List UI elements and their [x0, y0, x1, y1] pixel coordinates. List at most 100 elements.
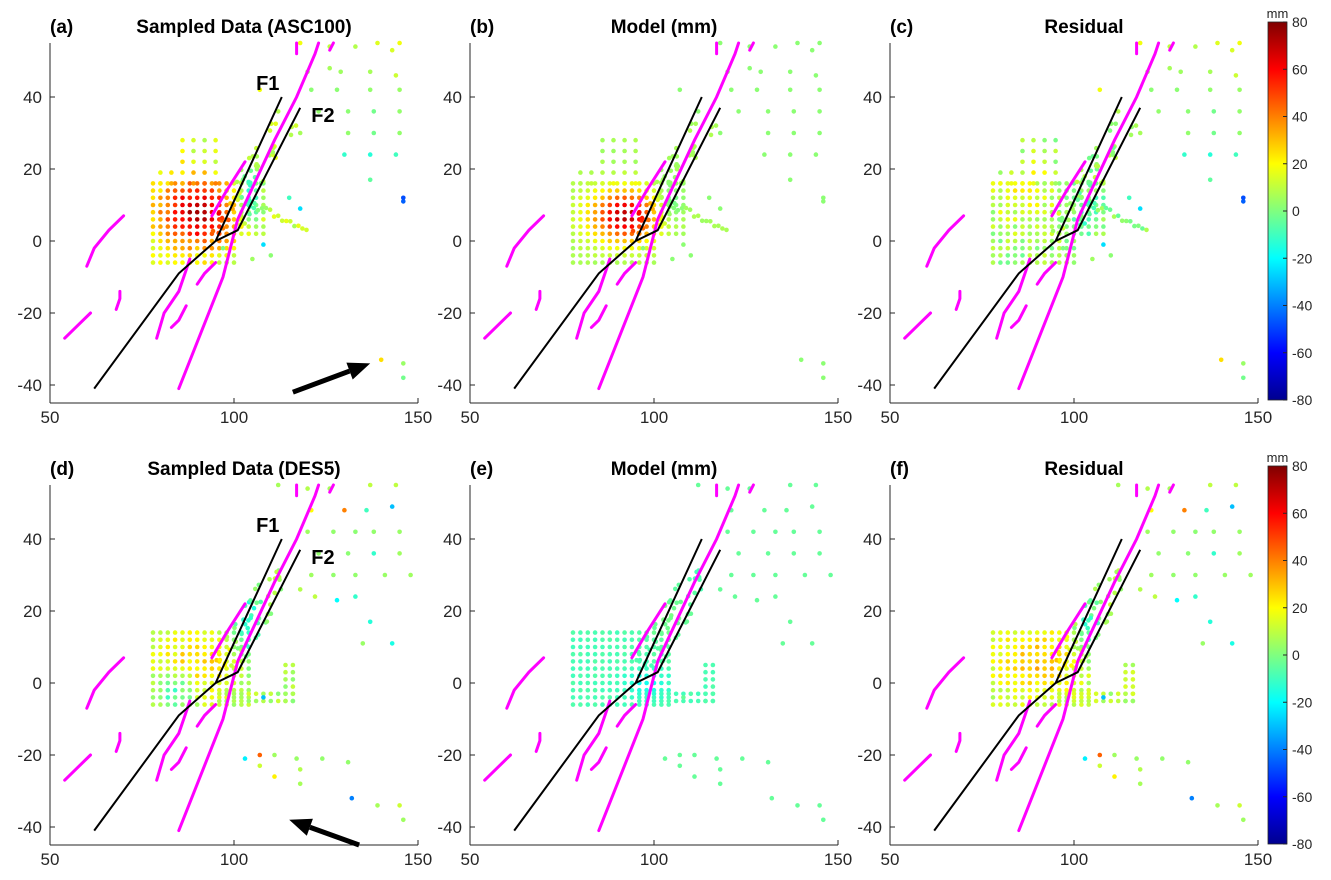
data-point [1020, 253, 1025, 258]
data-point [382, 572, 388, 578]
data-point [224, 202, 229, 208]
data-point [217, 698, 222, 704]
data-point [364, 507, 369, 513]
data-point [1005, 695, 1011, 700]
data-point [1009, 181, 1014, 186]
data-point [1152, 594, 1158, 599]
data-point [611, 170, 616, 175]
data-point [644, 238, 649, 244]
data-point [246, 691, 251, 697]
data-point [172, 673, 178, 679]
data-point [375, 803, 380, 808]
data-point [578, 238, 583, 244]
data-point [1099, 206, 1105, 211]
mapped-fault-trace [903, 311, 932, 340]
data-point [998, 637, 1003, 643]
data-point [209, 181, 215, 186]
data-point [253, 224, 259, 229]
data-point [637, 691, 642, 697]
data-point [224, 687, 229, 693]
data-point [150, 695, 156, 700]
data-point [1101, 691, 1106, 697]
data-point [1107, 207, 1113, 212]
data-point [668, 168, 674, 174]
data-point [1034, 666, 1040, 671]
data-point [158, 224, 163, 229]
data-point [150, 253, 156, 258]
data-point [408, 572, 413, 578]
data-point [600, 695, 605, 700]
data-point [1071, 253, 1077, 258]
data-point [614, 702, 620, 707]
data-point [585, 195, 591, 201]
data-point [187, 637, 193, 643]
data-point [1064, 181, 1069, 186]
data-point [1071, 217, 1077, 222]
data-point [1211, 529, 1217, 535]
data-point [1060, 245, 1066, 251]
data-point [1012, 245, 1018, 251]
data-point [194, 238, 200, 244]
colorbar-tick-label: 60 [1292, 505, 1308, 521]
data-point [187, 673, 193, 679]
data-point [180, 630, 185, 635]
fault-line-f2 [215, 549, 302, 684]
data-point [1005, 231, 1011, 237]
data-point [990, 644, 996, 650]
data-point [194, 630, 200, 635]
data-point [180, 666, 185, 671]
data-point [180, 253, 185, 258]
data-point [1071, 245, 1077, 251]
data-point [1012, 238, 1018, 244]
data-point [1042, 231, 1047, 237]
data-point [787, 152, 793, 157]
data-point [600, 181, 605, 186]
data-point [600, 253, 605, 258]
data-point [607, 195, 613, 201]
data-point [637, 657, 643, 663]
data-point [1079, 673, 1084, 679]
data-point [270, 150, 276, 155]
data-point [607, 224, 613, 229]
data-point [990, 637, 996, 643]
data-point [644, 224, 649, 229]
data-point [990, 238, 996, 244]
data-point [1112, 752, 1117, 758]
data-point [1034, 260, 1040, 265]
y-tick-label: 40 [863, 88, 882, 107]
data-point [1137, 781, 1143, 787]
data-point [637, 666, 642, 671]
data-point [1086, 179, 1091, 185]
data-point [1020, 680, 1025, 686]
data-point [1034, 245, 1040, 251]
data-point [1027, 195, 1033, 201]
data-point [1027, 181, 1033, 186]
data-point [371, 109, 377, 114]
data-point [695, 482, 701, 488]
data-point [1064, 687, 1069, 693]
data-point [614, 181, 620, 186]
data-point [688, 253, 694, 258]
x-tick-label: 150 [1244, 850, 1272, 869]
mapped-fault-trace [1035, 703, 1058, 728]
mapped-fault-trace [534, 731, 542, 753]
y-tick-label: -20 [857, 746, 882, 765]
data-point [187, 217, 193, 222]
data-point [292, 223, 297, 229]
data-point [622, 148, 627, 154]
data-point [1042, 181, 1047, 186]
y-tick-label: 40 [443, 88, 462, 107]
fault-line-f2 [635, 549, 722, 684]
data-point [585, 687, 591, 693]
data-point [275, 482, 281, 488]
fault-label-f1: F1 [256, 515, 279, 537]
y-tick-label: -40 [437, 376, 462, 395]
data-point [349, 795, 355, 801]
data-point [217, 657, 223, 663]
data-point [272, 752, 277, 758]
data-point [1241, 817, 1246, 823]
data-point [570, 202, 576, 208]
data-point [570, 195, 576, 201]
data-point [1233, 482, 1239, 488]
data-point [224, 644, 229, 650]
